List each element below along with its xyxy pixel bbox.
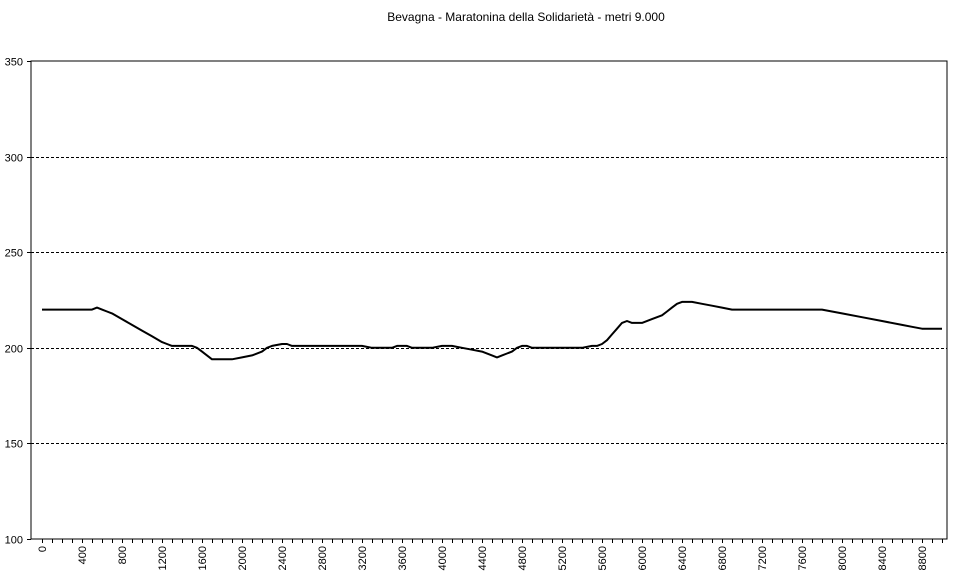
x-tick-label: 6400 xyxy=(677,546,689,570)
x-tick-label: 4800 xyxy=(517,546,529,570)
y-tick-label: 150 xyxy=(5,439,23,451)
y-tick-label: 300 xyxy=(5,153,23,165)
x-tick-label: 6000 xyxy=(637,546,649,570)
plot-area xyxy=(30,60,948,540)
x-axis-ticks: 0 400 800 1200 1600 2000 2400 2800 3200 3600 4000 4… xyxy=(37,539,943,570)
x-tick-label: 1600 xyxy=(197,546,209,570)
x-tick-label: 4400 xyxy=(477,546,489,570)
x-tick-label: 7600 xyxy=(797,546,809,570)
x-tick-label: 3200 xyxy=(357,546,369,570)
gridlines xyxy=(31,157,947,444)
chart-title: Bevagna - Maratonina della Solidarietà -… xyxy=(387,10,665,24)
y-axis-ticks: 100 150 200 250 300 350 xyxy=(5,57,31,547)
x-tick-label: 8000 xyxy=(837,546,849,570)
x-tick-label: 2800 xyxy=(317,546,329,570)
y-tick-label: 200 xyxy=(5,344,23,356)
y-tick-label: 250 xyxy=(5,248,23,260)
x-tick-label: 3600 xyxy=(397,546,409,570)
x-tick-label: 6800 xyxy=(717,546,729,570)
x-tick-label: 5200 xyxy=(557,546,569,570)
x-tick-label: 0 xyxy=(37,546,49,552)
x-tick-label: 4000 xyxy=(437,546,449,570)
x-tick-label: 7200 xyxy=(757,546,769,570)
series-group xyxy=(42,300,942,361)
x-tick-label: 5600 xyxy=(597,546,609,570)
plot-frame xyxy=(30,60,948,540)
elevation-series-line xyxy=(42,300,942,361)
x-tick-label: 1200 xyxy=(157,546,169,570)
y-tick-label: 100 xyxy=(5,535,23,547)
y-tick-label: 350 xyxy=(5,57,23,69)
x-tick-label: 8400 xyxy=(877,546,889,570)
x-tick-label: 2400 xyxy=(277,546,289,570)
x-tick-label: 800 xyxy=(117,546,129,564)
x-tick-label: 2000 xyxy=(237,546,249,570)
x-tick-label: 8800 xyxy=(917,546,929,570)
x-tick-label: 400 xyxy=(77,546,89,564)
